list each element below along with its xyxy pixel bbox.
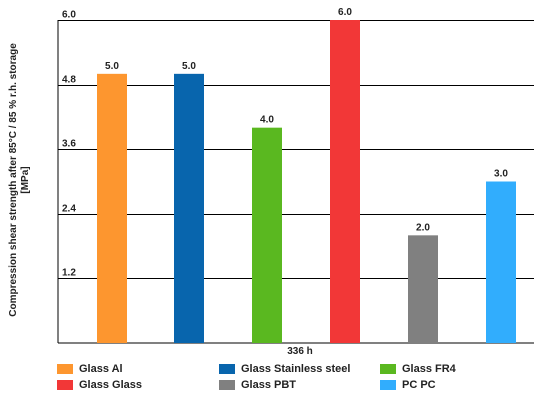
y-tick-labels: 1.2 2.4 3.6 4.8 6.0 [62,10,76,279]
grid-lines [57,20,534,344]
bar-value-label: 5.0 [105,61,119,72]
bar-value-label: 6.0 [338,7,352,18]
bar [97,73,127,343]
bar-value-label: 5.0 [182,61,196,72]
bar [252,127,282,344]
bar [486,181,516,343]
y-axis-label-line2: [MPa] [20,166,31,194]
y-tick-label: 4.8 [62,75,76,86]
y-axis-label: Compression shear strength after 85°C / … [8,43,32,317]
bar [174,73,204,343]
bar-value-label: 2.0 [416,222,430,233]
bar [408,235,438,343]
bars [97,20,516,344]
y-axis-label-line1: Compression shear strength after 85°C / … [8,43,19,317]
y-tick-label: 2.4 [62,204,76,215]
y-tick-label: 6.0 [62,10,76,21]
y-tick-label: 3.6 [62,139,76,150]
bar-value-label: 4.0 [260,115,274,126]
bar-value-label: 3.0 [494,169,508,180]
bar-value-labels: 5.0 5.0 4.0 6.0 2.0 3.0 [105,7,508,233]
bar [330,20,360,343]
y-tick-label: 1.2 [62,268,76,279]
x-axis-label: 336 h [287,346,313,357]
